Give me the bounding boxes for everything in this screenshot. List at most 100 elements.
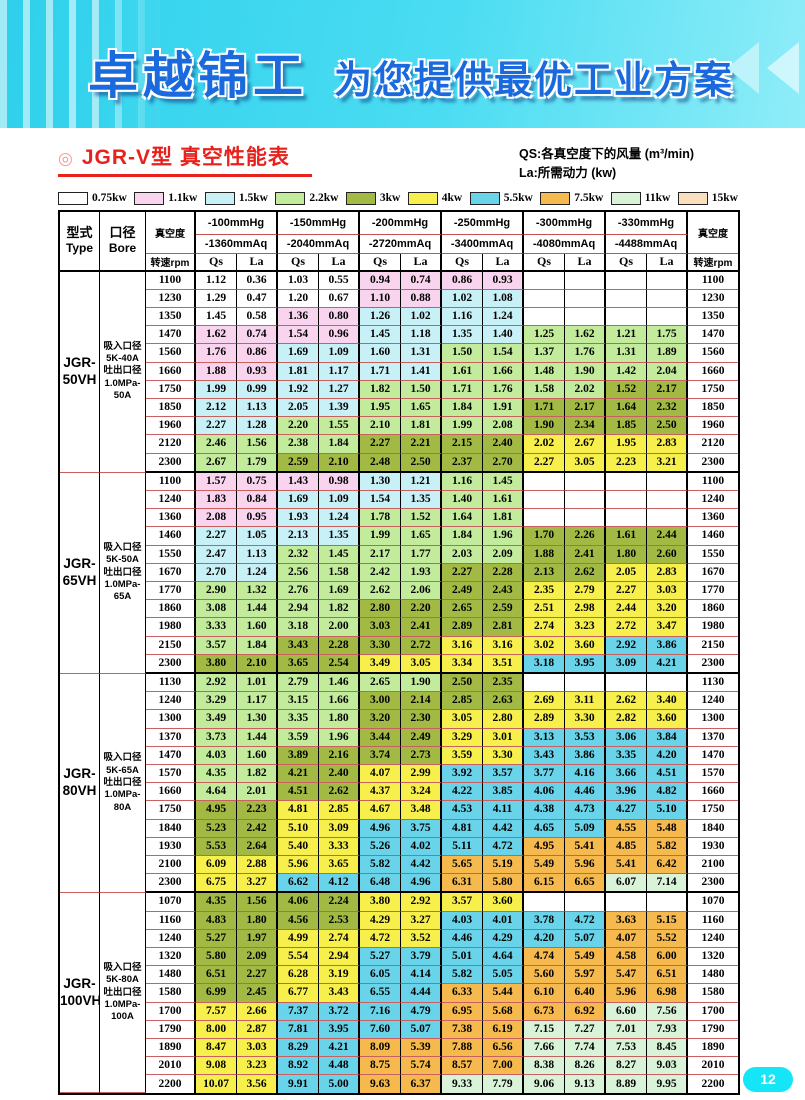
legend-label: 1.5kw [238, 192, 268, 204]
banner-stripes-fade [0, 0, 160, 128]
qs-value-cell: 1.35 [442, 326, 483, 345]
qs-value-cell: 2.27 [360, 435, 401, 454]
la-value-cell [647, 893, 688, 912]
rpm-cell: 1100 [146, 271, 196, 290]
rpm-cell: 1160 [146, 911, 196, 930]
la-value-cell: 2.60 [647, 545, 688, 564]
rpm-cell: 1980 [688, 618, 738, 637]
la-value-cell: 3.56 [237, 1075, 278, 1094]
qs-value-cell: 4.85 [606, 837, 647, 856]
la-value-cell: 2.02 [565, 380, 606, 399]
qs-value-cell: 1.45 [360, 326, 401, 345]
qs-value-cell: 8.38 [524, 1057, 565, 1076]
la-value-cell: 1.75 [647, 326, 688, 345]
la-value-cell: 1.02 [401, 307, 442, 327]
legend-label: 2.2kw [309, 192, 339, 204]
qs-value-cell: 3.35 [606, 746, 647, 765]
la-value-cell: 3.48 [401, 801, 442, 820]
la-value-cell: 2.98 [565, 600, 606, 619]
la-value-cell: 5.44 [483, 984, 524, 1003]
page-content: ◎ JGR-V型 真空性能表 QS:各真空度下的风量 (m³/min) La:所需… [0, 128, 805, 1096]
qs-value-cell: 4.99 [278, 929, 319, 949]
la-value-cell: 2.30 [401, 710, 442, 729]
rpm-cell: 1470 [146, 746, 196, 765]
qs-value-cell: 6.60 [606, 1002, 647, 1021]
la-value-cell: 5.49 [565, 948, 606, 967]
qs-value-cell: 3.49 [196, 710, 237, 729]
la-value-cell: 7.56 [647, 1002, 688, 1021]
la-value-cell: 0.93 [237, 362, 278, 381]
qs-value-cell: 2.27 [196, 527, 237, 546]
la-value-cell: 1.65 [401, 398, 442, 418]
bore-header: 口径 Bore [100, 211, 146, 272]
la-value-cell: 3.65 [319, 856, 360, 875]
pressure-mmhg-header: -300mmHg [524, 211, 606, 235]
qs-value-cell: 2.17 [360, 545, 401, 564]
legend-label: 5.5kw [503, 192, 533, 204]
qs-value-cell: 6.73 [524, 1002, 565, 1021]
qs-value-cell: 2.27 [196, 417, 237, 436]
la-value-cell: 2.14 [401, 692, 442, 711]
la-value-cell: 3.95 [319, 1020, 360, 1040]
qs-value-cell: 9.91 [278, 1075, 319, 1094]
qs-value-cell: 6.05 [360, 966, 401, 985]
rpm-cell: 2300 [146, 453, 196, 473]
la-header: La [401, 253, 442, 272]
qs-value-cell: 1.12 [196, 271, 237, 290]
la-value-cell [647, 307, 688, 327]
rpm-cell: 1700 [146, 1002, 196, 1021]
qs-value-cell: 8.27 [606, 1057, 647, 1076]
qs-value-cell: 10.07 [196, 1075, 237, 1094]
qs-value-cell: 5.27 [360, 948, 401, 967]
qs-value-cell: 4.06 [524, 783, 565, 802]
la-header: La [483, 253, 524, 272]
la-value-cell: 0.55 [319, 271, 360, 290]
la-value-cell: 3.19 [319, 966, 360, 985]
qs-value-cell: 3.15 [278, 692, 319, 711]
pressure-mmhg-header: -150mmHg [278, 211, 360, 235]
qs-value-cell: 4.95 [196, 801, 237, 820]
la-value-cell: 2.63 [483, 692, 524, 711]
rpm-cell: 1470 [146, 326, 196, 345]
rpm-cell: 1300 [688, 710, 738, 729]
la-value-cell: 2.42 [237, 819, 278, 838]
la-value-cell: 7.74 [565, 1039, 606, 1058]
la-value-cell: 3.72 [319, 1002, 360, 1021]
qs-value-cell: 3.03 [360, 618, 401, 637]
qs-value-cell: 7.01 [606, 1020, 647, 1040]
la-value-cell: 5.82 [647, 837, 688, 856]
qs-value-cell: 3.00 [360, 692, 401, 711]
qs-value-cell: 2.72 [606, 618, 647, 637]
la-value-cell: 4.02 [401, 837, 442, 856]
la-value-cell: 2.24 [319, 893, 360, 912]
qs-value-cell: 5.82 [442, 966, 483, 985]
qs-value-cell: 5.01 [442, 948, 483, 967]
qs-value-cell: 2.80 [360, 600, 401, 619]
la-value-cell: 1.17 [237, 692, 278, 711]
qs-value-cell: 4.07 [606, 929, 647, 949]
la-value-cell: 0.96 [319, 326, 360, 345]
la-value-cell: 1.77 [401, 545, 442, 564]
qs-value-cell: 3.80 [196, 654, 237, 674]
qs-value-cell: 3.06 [606, 728, 647, 747]
qs-value-cell: 3.59 [278, 728, 319, 747]
la-value-cell: 0.93 [483, 271, 524, 290]
qs-value-cell: 3.34 [442, 654, 483, 674]
qs-value-cell: 7.15 [524, 1020, 565, 1040]
la-value-cell: 4.44 [401, 984, 442, 1003]
la-value-cell: 3.30 [565, 710, 606, 729]
la-value-cell [565, 893, 606, 912]
qs-note: QS:各真空度下的风量 (m³/min) [519, 147, 694, 161]
qs-value-cell: 2.47 [196, 545, 237, 564]
la-value-cell: 1.76 [483, 380, 524, 399]
la-value-cell: 1.96 [483, 527, 524, 546]
qs-value-cell: 1.99 [442, 417, 483, 436]
qs-value-cell: 5.47 [606, 966, 647, 985]
qs-value-cell: 6.15 [524, 874, 565, 894]
la-value-cell: 3.86 [565, 746, 606, 765]
la-value-cell: 1.84 [319, 435, 360, 454]
la-value-cell: 5.00 [319, 1075, 360, 1094]
qs-value-cell: 2.05 [606, 563, 647, 582]
la-value-cell: 1.13 [237, 398, 278, 418]
la-value-cell: 7.14 [647, 874, 688, 894]
